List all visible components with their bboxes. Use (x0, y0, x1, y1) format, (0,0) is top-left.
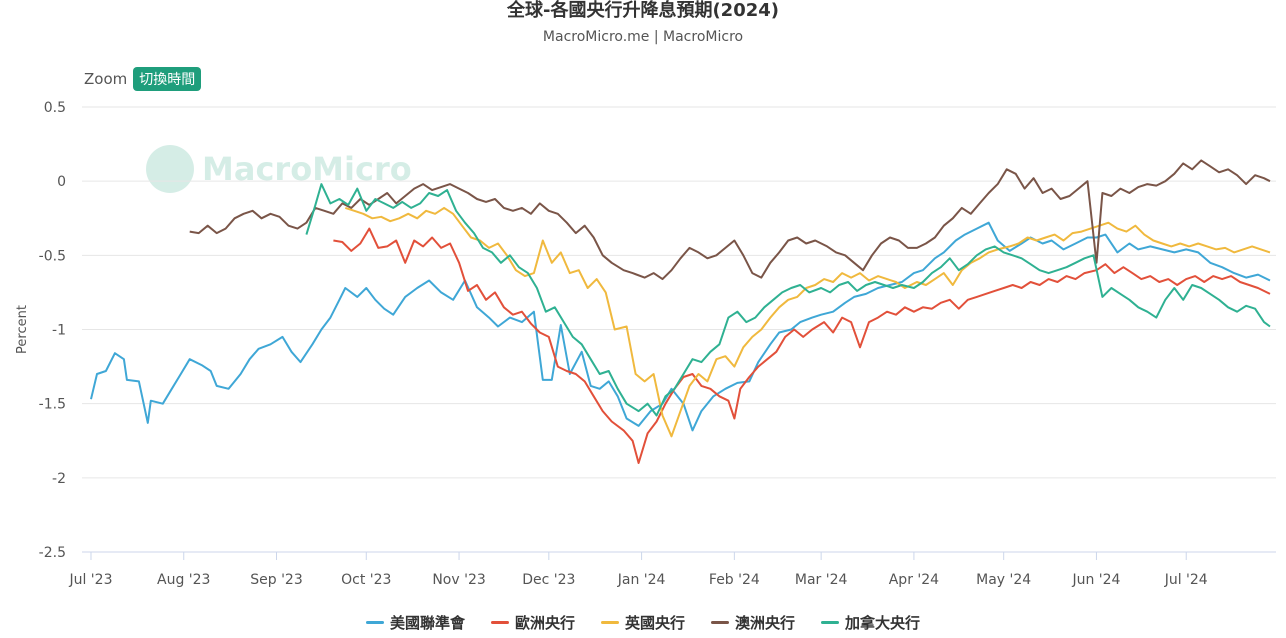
legend-item-2[interactable]: 歐洲央行 (490, 612, 575, 633)
legend-label: 加拿大央行 (845, 614, 921, 632)
watermark-logo-icon (146, 145, 194, 193)
legend-item-3[interactable]: 英國央行 (600, 612, 685, 633)
x-tick-label: Jun '24 (1071, 572, 1120, 588)
series-line-1 (90, 221, 1271, 432)
x-tick-label: Jan '24 (617, 572, 666, 588)
x-tick-label: Jul '23 (68, 572, 112, 588)
y-tick-label: -2 (52, 471, 66, 487)
x-tick-label: Dec '23 (522, 572, 575, 588)
legend-swatch (711, 621, 729, 624)
legend-swatch (365, 621, 384, 624)
x-tick-label: Sep '23 (250, 572, 303, 588)
x-tick-label: Feb '24 (709, 572, 760, 588)
legend-item-4[interactable]: 澳洲央行 (711, 612, 795, 633)
y-tick-label: -1 (52, 323, 66, 339)
chart-title: 全球-各國央行升降息預期(2024) (506, 0, 780, 21)
legend-swatch (490, 621, 509, 624)
y-tick-label: -0.5 (39, 248, 66, 264)
series-line-2 (333, 227, 1271, 464)
zoom-label: Zoom (84, 70, 128, 88)
series-line-4 (189, 159, 1271, 281)
legend-item-1[interactable]: 美國聯準會 (365, 612, 465, 633)
legend-label: 澳洲央行 (735, 614, 796, 632)
legend-label: 歐洲央行 (514, 614, 575, 632)
legend-label: 英國央行 (624, 614, 685, 632)
legend-swatch (821, 621, 840, 624)
x-tick-label: Jul '24 (1164, 572, 1208, 588)
chart-subtitle: MacroMicro.me | MacroMicro (542, 29, 744, 45)
chart-legend: 美國聯準會 歐洲央行 英國央行 澳洲央行 加拿大央行 (0, 612, 1286, 633)
y-tick-label: -2.5 (39, 545, 66, 561)
y-tick-label: 0 (57, 174, 66, 190)
x-tick-label: May '24 (976, 572, 1031, 588)
y-tick-label: -1.5 (39, 397, 66, 413)
zoom-control: Zoom 切換時間 (84, 67, 202, 91)
legend-item-5[interactable]: 加拿大央行 (821, 612, 920, 633)
x-tick-label: Aug '23 (157, 572, 210, 588)
legend-swatch (600, 621, 619, 624)
y-axis-label: Percent (15, 305, 30, 354)
x-tick-label: Nov '23 (432, 572, 485, 588)
y-tick-label: 0.5 (44, 100, 66, 116)
toggle-time-button[interactable]: 切換時間 (133, 67, 202, 91)
legend-label: 美國聯準會 (389, 614, 465, 632)
x-tick-label: Apr '24 (889, 572, 939, 588)
x-tick-label: Mar '24 (795, 572, 848, 588)
series-line-3 (344, 206, 1271, 438)
series-line-5 (305, 183, 1271, 417)
x-tick-label: Oct '23 (341, 572, 391, 588)
